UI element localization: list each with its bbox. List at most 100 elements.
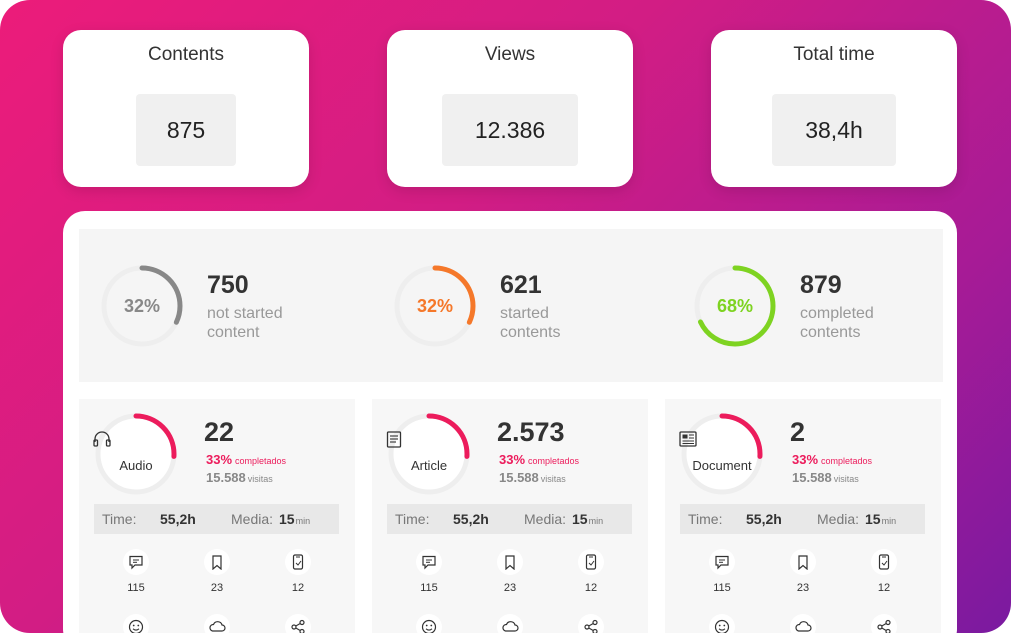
comment-icon xyxy=(709,549,735,575)
comments-action[interactable]: 115 xyxy=(409,549,449,594)
share-icon xyxy=(285,614,311,633)
bookmarks-count: 23 xyxy=(210,582,224,594)
reaction-action[interactable] xyxy=(702,614,742,633)
kpi-value: 12.386 xyxy=(442,94,578,166)
time-value: 55,2h xyxy=(746,511,782,527)
content-card-audio[interactable]: Audio 22 33% completados 15.588 visitas Ti… xyxy=(79,399,355,633)
comments-action[interactable]: 115 xyxy=(702,549,742,594)
bookmarks-count: 23 xyxy=(796,582,810,594)
share-icon xyxy=(871,614,897,633)
stat-label: not started content xyxy=(207,305,283,341)
mobile-icon xyxy=(285,549,311,575)
stat-count: 621 xyxy=(500,271,542,299)
card-type-label: Article xyxy=(410,458,448,473)
smiley-icon xyxy=(416,614,442,633)
card-time-bar: Time: 55,2h Media: 15min xyxy=(94,504,339,534)
media-label: Media: xyxy=(817,511,860,527)
comment-icon xyxy=(416,549,442,575)
mobile-action[interactable]: 12 xyxy=(278,549,318,594)
mobile-icon xyxy=(578,549,604,575)
card-type-label: Audio xyxy=(119,458,153,473)
mobile-count: 12 xyxy=(584,582,598,594)
bookmark-icon xyxy=(497,549,523,575)
card-count: 22 xyxy=(204,417,235,447)
media-value: 15min xyxy=(572,511,604,527)
comments-count: 115 xyxy=(420,582,438,594)
media-value: 15min xyxy=(279,511,311,527)
card-visits: 15.588 visitas xyxy=(792,470,859,485)
content-panel: 32% 750 not started content 32% 621 start… xyxy=(63,211,957,633)
kpi-title: Views xyxy=(484,44,536,65)
time-label: Time: xyxy=(395,511,430,527)
reaction-action[interactable] xyxy=(116,614,156,633)
card-ring: Document xyxy=(679,411,765,497)
cloud-icon xyxy=(204,614,230,633)
kpi-title: Total time xyxy=(793,44,875,65)
comments-action[interactable]: 115 xyxy=(116,549,156,594)
stat-percent: 32% xyxy=(416,295,454,316)
progress-summary: 32% 750 not started content 32% 621 start… xyxy=(79,229,943,382)
smiley-icon xyxy=(123,614,149,633)
mobile-count: 12 xyxy=(877,582,891,594)
mobile-icon xyxy=(871,549,897,575)
progress-ring xyxy=(394,265,476,347)
kpi-card-views: Views 12.386 xyxy=(387,30,633,187)
card-ring: Audio xyxy=(93,411,179,497)
share-action[interactable] xyxy=(571,614,611,633)
card-visits: 15.588 visitas xyxy=(499,470,566,485)
card-type-label: Document xyxy=(692,458,752,473)
cloud-action[interactable] xyxy=(490,614,530,633)
bookmarks-action[interactable]: 23 xyxy=(197,549,237,594)
card-time-bar: Time: 55,2h Media: 15min xyxy=(680,504,925,534)
card-completed: 33% completados xyxy=(792,452,873,467)
cloud-icon xyxy=(790,614,816,633)
media-label: Media: xyxy=(231,511,274,527)
time-value: 55,2h xyxy=(160,511,196,527)
stat-label: completed contents xyxy=(800,305,874,341)
stat-label: started contents xyxy=(500,305,561,341)
card-ring: Article xyxy=(386,411,472,497)
share-action[interactable] xyxy=(864,614,904,633)
cloud-action[interactable] xyxy=(197,614,237,633)
bookmarks-action[interactable]: 23 xyxy=(783,549,823,594)
card-count: 2 xyxy=(790,417,806,447)
share-icon xyxy=(578,614,604,633)
kpi-card-contents: Contents 875 xyxy=(63,30,309,187)
content-card-document[interactable]: Document 2 33% completados 15.588 visitas … xyxy=(665,399,941,633)
progress-ring xyxy=(101,265,183,347)
time-value: 55,2h xyxy=(453,511,489,527)
media-label: Media: xyxy=(524,511,567,527)
kpi-value: 875 xyxy=(136,94,236,166)
time-label: Time: xyxy=(102,511,137,527)
bookmark-icon xyxy=(790,549,816,575)
time-label: Time: xyxy=(688,511,723,527)
bookmark-icon xyxy=(204,549,230,575)
share-action[interactable] xyxy=(278,614,318,633)
card-count: 2.573 xyxy=(497,417,565,447)
kpi-card-total-time: Total time 38,4h xyxy=(711,30,957,187)
card-completed: 33% completados xyxy=(499,452,580,467)
mobile-action[interactable]: 12 xyxy=(864,549,904,594)
stat-percent: 68% xyxy=(716,295,754,316)
smiley-icon xyxy=(709,614,735,633)
bookmarks-count: 23 xyxy=(503,582,517,594)
kpi-title: Contents xyxy=(147,44,225,65)
stat-count: 750 xyxy=(207,271,249,299)
cloud-icon xyxy=(497,614,523,633)
media-value: 15min xyxy=(865,511,897,527)
mobile-count: 12 xyxy=(291,582,305,594)
comment-icon xyxy=(123,549,149,575)
cloud-action[interactable] xyxy=(783,614,823,633)
comments-count: 115 xyxy=(713,582,731,594)
stat-percent: 32% xyxy=(123,295,161,316)
comments-count: 115 xyxy=(127,582,145,594)
progress-ring xyxy=(694,265,776,347)
reaction-action[interactable] xyxy=(409,614,449,633)
content-card-article[interactable]: Article 2.573 33% completados 15.588 visit… xyxy=(372,399,648,633)
card-time-bar: Time: 55,2h Media: 15min xyxy=(387,504,632,534)
mobile-action[interactable]: 12 xyxy=(571,549,611,594)
kpi-value: 38,4h xyxy=(772,94,896,166)
bookmarks-action[interactable]: 23 xyxy=(490,549,530,594)
card-completed: 33% completados xyxy=(206,452,287,467)
